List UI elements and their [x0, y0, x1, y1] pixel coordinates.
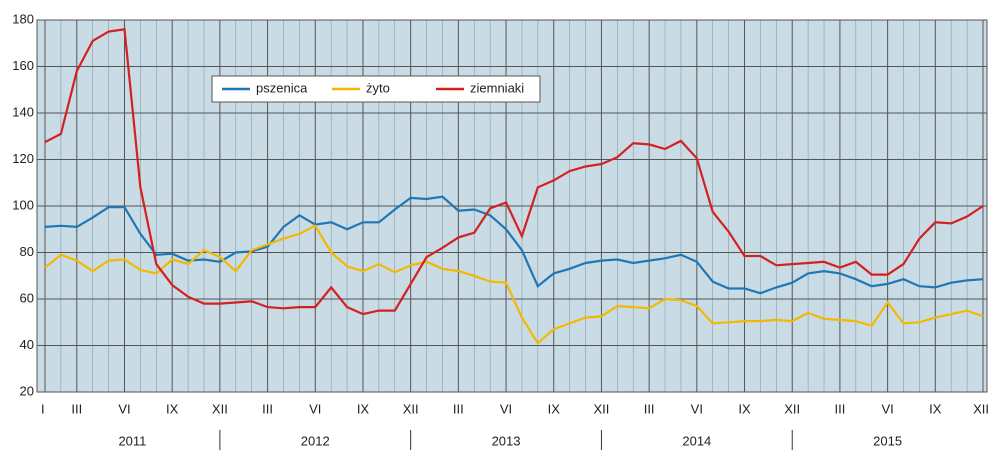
y-tick-label: 180	[12, 11, 34, 26]
x-tick-label: III	[644, 401, 655, 416]
legend-label: pszenica	[256, 80, 308, 95]
y-tick-label: 20	[20, 383, 34, 398]
year-label: 2014	[682, 433, 711, 448]
legend-label: ziemniaki	[470, 80, 524, 95]
x-tick-label: VI	[309, 401, 321, 416]
x-tick-label: XII	[593, 401, 609, 416]
y-tick-label: 40	[20, 337, 34, 352]
y-tick-label: 120	[12, 151, 34, 166]
x-tick-label: XII	[403, 401, 419, 416]
x-tick-label: III	[262, 401, 273, 416]
series-line	[44, 28, 984, 316]
x-tick-label: XII	[212, 401, 228, 416]
x-tick-label: IX	[929, 401, 942, 416]
y-tick-label: 100	[12, 197, 34, 212]
y-tick-label: 160	[12, 58, 34, 73]
x-tick-label: IX	[166, 401, 179, 416]
x-tick-label: III	[71, 401, 82, 416]
x-tick-label: XII	[973, 401, 989, 416]
y-tick-label: 140	[12, 104, 34, 119]
legend-box	[211, 75, 541, 103]
year-label: 2013	[492, 433, 521, 448]
x-tick-label: I	[41, 401, 45, 416]
x-tick-label: IX	[357, 401, 370, 416]
x-tick-label: III	[453, 401, 464, 416]
x-tick-label: VI	[118, 401, 130, 416]
year-label: 2012	[301, 433, 330, 448]
x-tick-label: III	[834, 401, 845, 416]
series-line	[44, 195, 984, 295]
year-label: 2015	[873, 433, 902, 448]
legend-label: żyto	[366, 80, 390, 95]
x-tick-label: VI	[500, 401, 512, 416]
y-tick-label: 60	[20, 290, 34, 305]
year-label: 2011	[118, 433, 146, 448]
x-tick-label: IX	[548, 401, 561, 416]
y-tick-label: 80	[20, 244, 34, 259]
x-tick-label: XII	[784, 401, 800, 416]
x-tick-label: VI	[691, 401, 703, 416]
series-line	[44, 224, 984, 345]
x-tick-label: VI	[881, 401, 893, 416]
x-tick-label: IX	[738, 401, 751, 416]
